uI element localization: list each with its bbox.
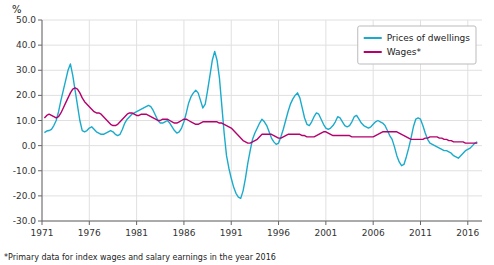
chart: -30.0 -20.0 -10.0 0.0 10.0 20.0 30.0 40.0 50.0 19…	[0, 0, 494, 265]
grid-line	[42, 195, 482, 196]
tick-mark	[38, 145, 42, 146]
background	[0, 0, 494, 265]
grid-line	[325, 20, 326, 221]
tick-label: -20.0	[13, 191, 37, 201]
legend-swatch	[364, 37, 382, 39]
grid-line	[136, 20, 137, 221]
tick-label: -30.0	[13, 216, 37, 226]
line-series	[44, 88, 477, 143]
plot-area	[44, 51, 477, 198]
grid-line	[231, 20, 232, 221]
tick-label: 1991	[220, 228, 243, 238]
grid-line	[42, 20, 482, 21]
tick-label: 1996	[267, 228, 290, 238]
y-axis-line	[42, 20, 43, 221]
grid-line	[42, 70, 482, 71]
tick-mark	[136, 221, 137, 225]
tick-mark	[38, 95, 42, 96]
footnote: *Primary data for index wages and salary…	[4, 253, 276, 262]
tick-label: 20.0	[16, 90, 36, 100]
tick-label: 40.0	[16, 40, 36, 50]
grid-line	[42, 20, 43, 221]
tick-label: 2001	[314, 228, 337, 238]
grid-line	[89, 20, 90, 221]
tick-mark	[183, 221, 184, 225]
tick-mark	[231, 221, 232, 225]
grid-line	[42, 95, 482, 96]
tick-mark	[38, 195, 42, 196]
grid	[42, 20, 482, 221]
grid-line	[42, 221, 482, 222]
tick-mark	[325, 221, 326, 225]
tick-label: 0.0	[22, 141, 37, 151]
tick-label: 2006	[362, 228, 385, 238]
tick-mark	[42, 221, 43, 225]
y-axis-label: %	[12, 4, 22, 15]
tick-label: 1986	[172, 228, 195, 238]
tick-label: 50.0	[16, 15, 36, 25]
tick-mark	[38, 120, 42, 121]
tick-label: 2011	[409, 228, 432, 238]
line-series	[44, 51, 477, 198]
tick-label: 1971	[31, 228, 54, 238]
tick-mark	[38, 70, 42, 71]
tick-label: 30.0	[16, 65, 36, 75]
tick-mark	[278, 221, 279, 225]
tick-label: 2016	[456, 228, 479, 238]
x-axis-line	[42, 221, 482, 222]
axes: -30.0 -20.0 -10.0 0.0 10.0 20.0 30.0 40.0 50.0 19…	[13, 15, 482, 238]
grid-line	[278, 20, 279, 221]
legend-label: Wages*	[387, 47, 422, 57]
tick-label: 10.0	[16, 116, 36, 126]
grid-line	[42, 170, 482, 171]
tick-mark	[467, 221, 468, 225]
tick-mark	[420, 221, 421, 225]
legend: Prices of dwellings Wages*	[358, 26, 476, 64]
tick-mark	[38, 45, 42, 46]
tick-label: -10.0	[13, 166, 37, 176]
tick-mark	[373, 221, 374, 225]
grid-line	[42, 145, 482, 146]
tick-mark	[38, 20, 42, 21]
tick-mark	[89, 221, 90, 225]
tick-mark	[38, 221, 42, 222]
legend-swatch	[364, 51, 382, 53]
legend-frame	[358, 26, 476, 64]
legend-label: Prices of dwellings	[387, 33, 471, 43]
tick-label: 1976	[78, 228, 101, 238]
tick-mark	[38, 170, 42, 171]
tick-label: 1981	[125, 228, 148, 238]
